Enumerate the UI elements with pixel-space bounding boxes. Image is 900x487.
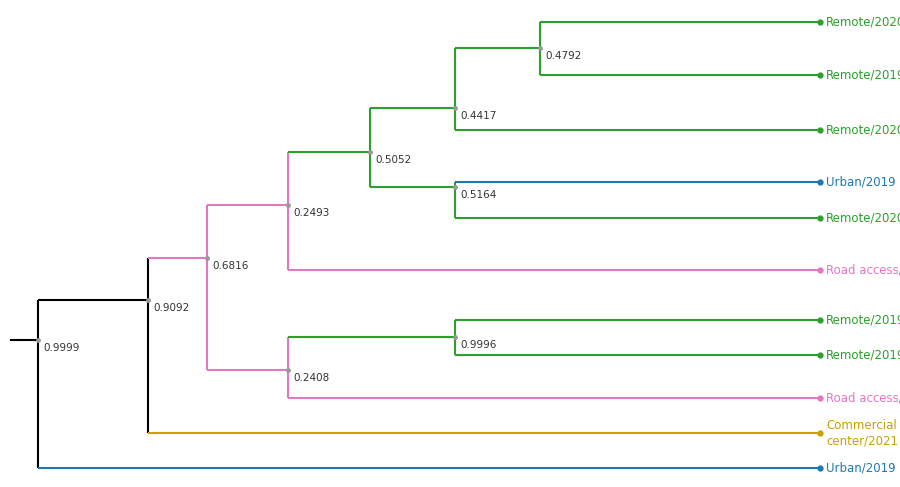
Text: Remote/2019: Remote/2019 (826, 69, 900, 81)
Text: 0.4792: 0.4792 (545, 51, 581, 61)
Text: Road access/2019: Road access/2019 (826, 392, 900, 405)
Text: 0.5164: 0.5164 (460, 190, 497, 200)
Text: Remote/2020: Remote/2020 (826, 124, 900, 136)
Text: Remote/2019: Remote/2019 (826, 349, 900, 361)
Text: 0.4417: 0.4417 (460, 111, 497, 121)
Text: 0.6816: 0.6816 (212, 261, 248, 271)
Text: Urban/2019: Urban/2019 (826, 462, 896, 474)
Text: Commercial
center/2021: Commercial center/2021 (826, 419, 898, 447)
Text: Remote/2020: Remote/2020 (826, 16, 900, 29)
Text: Remote/2019: Remote/2019 (826, 314, 900, 326)
Text: 0.9996: 0.9996 (460, 340, 497, 350)
Text: 0.2408: 0.2408 (293, 373, 329, 383)
Text: Urban/2019: Urban/2019 (826, 175, 896, 188)
Text: 0.5052: 0.5052 (375, 155, 411, 165)
Text: 0.9092: 0.9092 (153, 303, 189, 313)
Text: 0.9999: 0.9999 (43, 343, 79, 353)
Text: 0.2493: 0.2493 (293, 208, 329, 218)
Text: Road access/2019: Road access/2019 (826, 263, 900, 277)
Text: Remote/2020: Remote/2020 (826, 211, 900, 225)
